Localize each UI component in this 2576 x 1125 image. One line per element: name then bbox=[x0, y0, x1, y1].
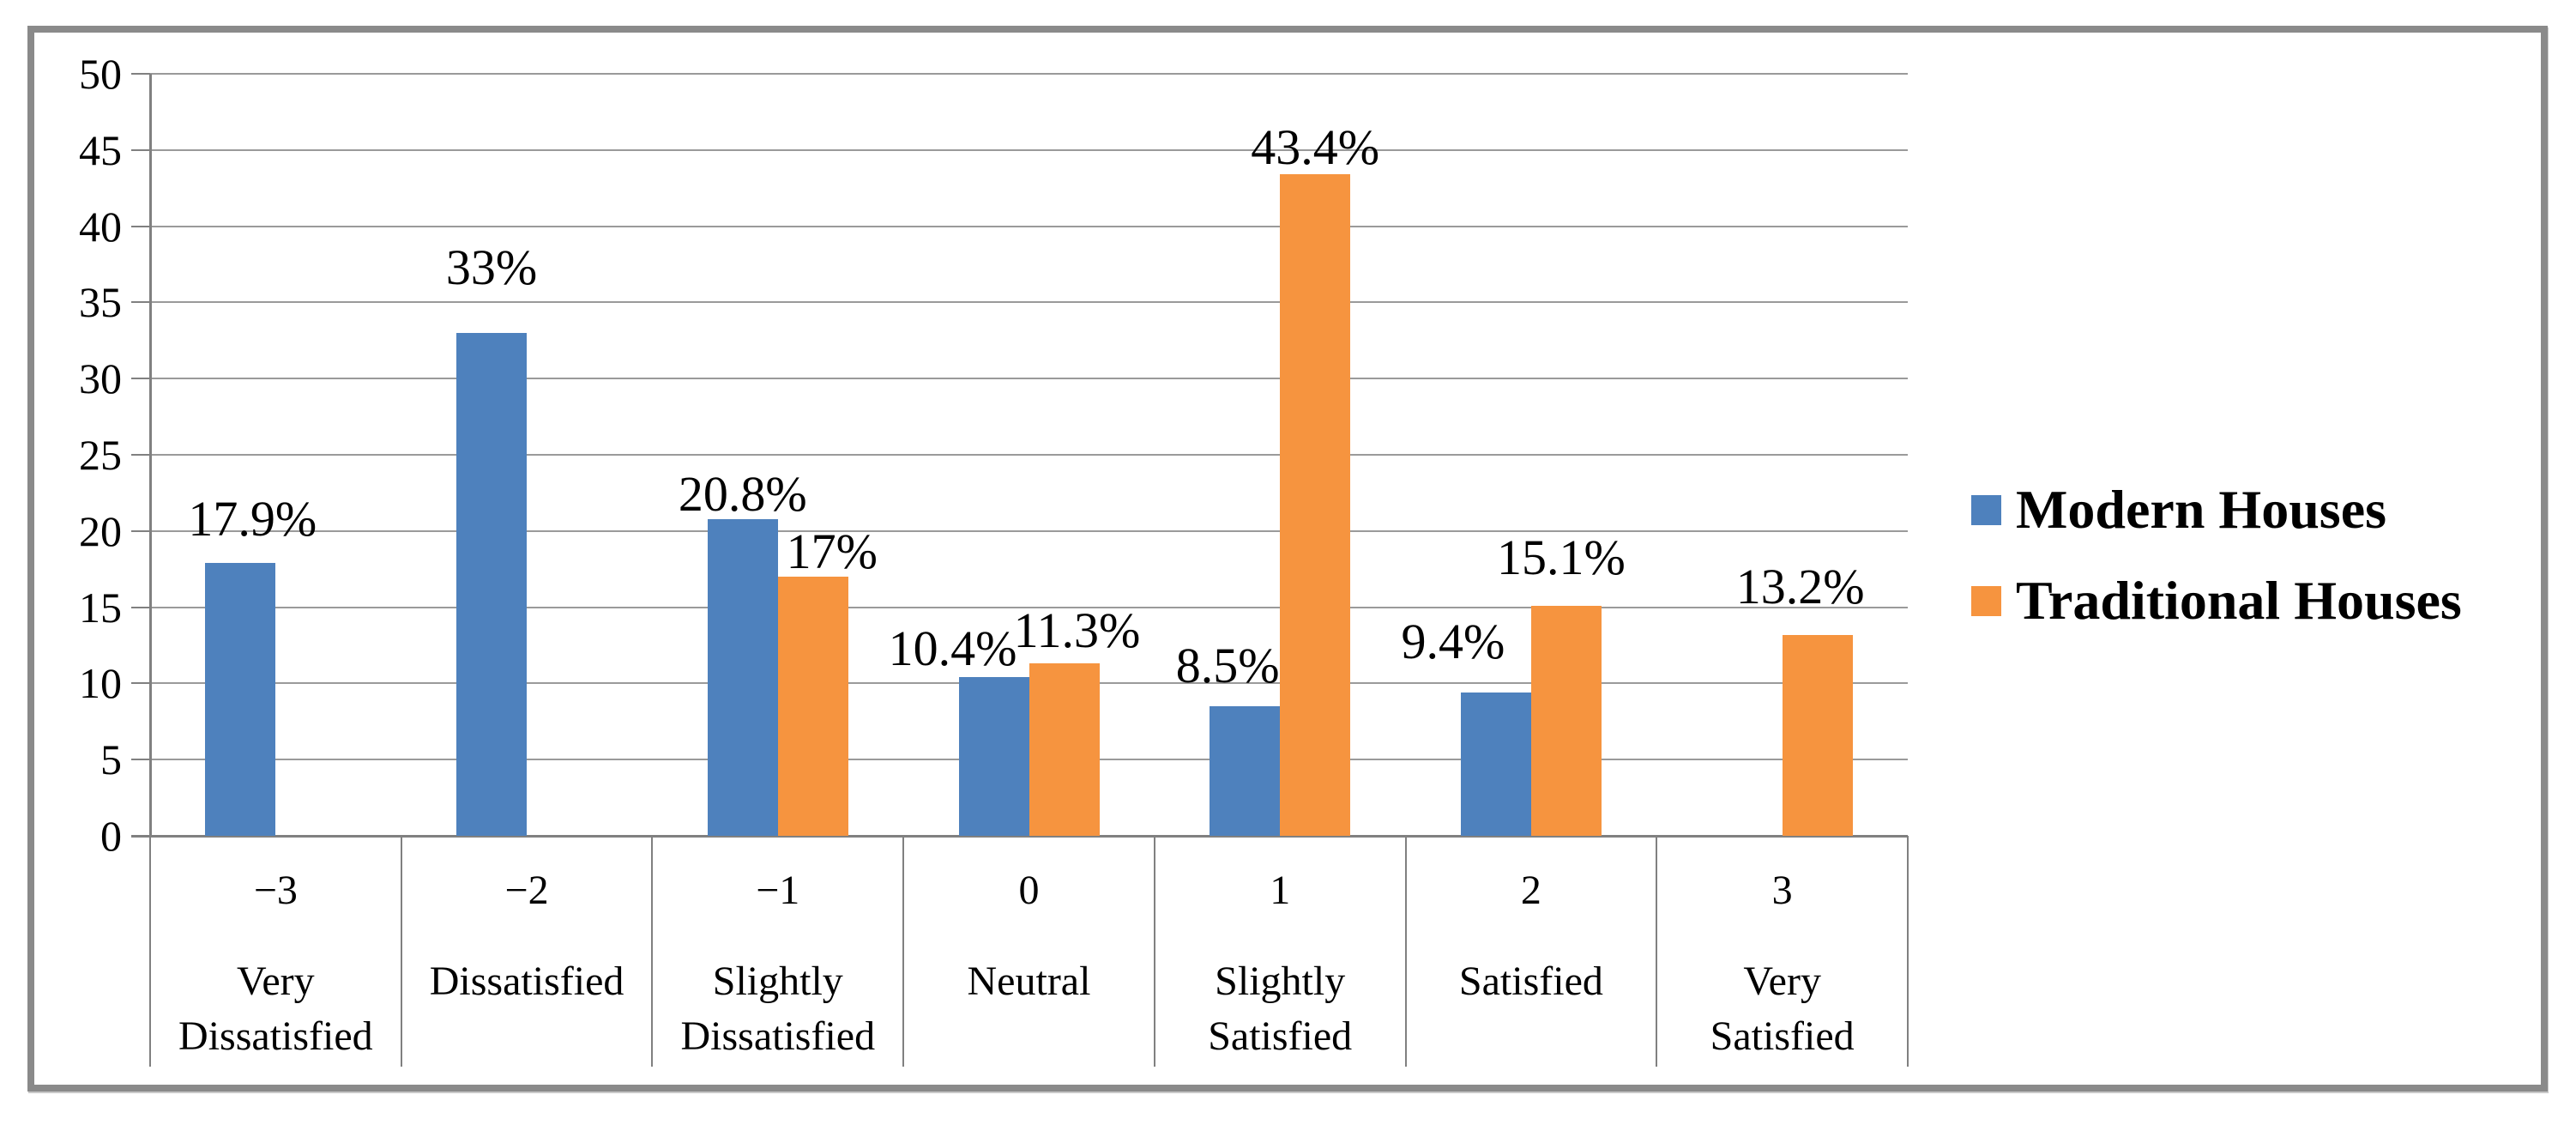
y-axis-tick bbox=[131, 606, 150, 608]
category-name-line: Dissatisfied bbox=[680, 1013, 876, 1059]
bar-data-label: 11.3% bbox=[1013, 602, 1141, 659]
bar-modern-houses bbox=[205, 563, 276, 836]
category-name-label: Very Dissatisfied bbox=[150, 954, 401, 1064]
legend: Modern Houses Traditional Houses bbox=[1971, 477, 2462, 659]
y-gridline bbox=[150, 378, 1908, 380]
y-axis-tick bbox=[131, 759, 150, 761]
bar-data-label: 17.9% bbox=[188, 491, 317, 547]
bar-traditional-houses bbox=[1029, 663, 1100, 836]
bar-traditional-houses bbox=[1530, 605, 1602, 836]
bar-traditional-houses bbox=[777, 577, 848, 836]
y-axis-tick bbox=[131, 454, 150, 456]
y-axis-tick-label: 25 bbox=[79, 431, 122, 479]
bar-data-label: 17% bbox=[786, 523, 878, 580]
y-gridline bbox=[150, 148, 1908, 151]
category-name-label: Slightly Satisfied bbox=[1155, 954, 1406, 1064]
y-axis-tick bbox=[131, 73, 150, 75]
y-axis-tick-label: 45 bbox=[79, 125, 122, 174]
y-gridline bbox=[150, 301, 1908, 304]
category-separator bbox=[400, 836, 402, 1067]
y-axis-tick bbox=[131, 225, 150, 227]
category-name-line: Very bbox=[237, 959, 315, 1004]
bar-data-label: 15.1% bbox=[1497, 529, 1626, 585]
legend-label: Modern Houses bbox=[2016, 479, 2386, 540]
bar-data-label: 33% bbox=[445, 239, 538, 295]
bar-modern-houses bbox=[456, 332, 528, 836]
bar-modern-houses bbox=[1210, 706, 1281, 836]
category-code-label: −3 bbox=[253, 868, 298, 913]
y-axis-tick-label: 35 bbox=[79, 278, 122, 327]
bar-data-label: 10.4% bbox=[888, 620, 1017, 677]
bar-data-label: 43.4% bbox=[1251, 119, 1380, 176]
y-axis-tick-label: 30 bbox=[79, 354, 122, 403]
category-name-line: Neutral bbox=[967, 959, 1091, 1004]
y-axis-line bbox=[149, 74, 152, 836]
y-gridline bbox=[150, 529, 1908, 532]
y-axis-tick-label: 5 bbox=[100, 735, 122, 784]
category-separator bbox=[1656, 836, 1658, 1067]
category-separator bbox=[902, 836, 905, 1067]
category-code-label: −1 bbox=[756, 868, 800, 913]
category-name-line: Slightly bbox=[712, 959, 843, 1004]
category-code-label: 1 bbox=[1270, 868, 1291, 913]
bar-traditional-houses bbox=[1280, 174, 1351, 836]
category-name-label: Slightly Dissatisfied bbox=[652, 954, 903, 1064]
y-gridline bbox=[150, 73, 1908, 75]
y-axis-tick-label: 40 bbox=[79, 202, 122, 251]
legend-swatch-icon bbox=[1971, 494, 2001, 525]
category-name-line: Satisfied bbox=[1208, 1013, 1353, 1059]
y-gridline bbox=[150, 225, 1908, 227]
y-axis-tick-label: 10 bbox=[79, 659, 122, 708]
category-name-label: Very Satisfied bbox=[1656, 954, 1908, 1064]
bar-data-label: 20.8% bbox=[678, 465, 807, 522]
bar-modern-houses bbox=[1460, 693, 1531, 836]
category-code-label: 3 bbox=[1771, 868, 1793, 913]
category-separator bbox=[149, 836, 151, 1067]
y-axis-tick bbox=[131, 301, 150, 304]
y-gridline bbox=[150, 606, 1908, 608]
category-name-label: Dissatisfied bbox=[401, 954, 653, 1009]
y-axis-tick bbox=[131, 378, 150, 380]
y-axis-tick bbox=[131, 529, 150, 532]
category-code-label: 2 bbox=[1520, 868, 1541, 913]
category-name-line: Dissatisfied bbox=[429, 959, 624, 1004]
y-gridline bbox=[150, 454, 1908, 456]
category-name-line: Dissatisfied bbox=[178, 1013, 373, 1059]
category-separator bbox=[1153, 836, 1155, 1067]
category-name-label: Neutral bbox=[903, 954, 1155, 1009]
y-axis-tick-label: 15 bbox=[79, 583, 122, 632]
x-axis-line bbox=[131, 835, 1908, 838]
legend-entry: Modern Houses bbox=[1971, 477, 2462, 542]
category-code-label: 0 bbox=[1018, 868, 1040, 913]
legend-entry: Traditional Houses bbox=[1971, 568, 2462, 633]
bar-data-label: 8.5% bbox=[1175, 638, 1280, 694]
category-separator bbox=[1404, 836, 1407, 1067]
category-name-line: Very bbox=[1743, 959, 1821, 1004]
bar-modern-houses bbox=[707, 518, 778, 836]
category-separator bbox=[1907, 836, 1909, 1067]
bar-data-label: 13.2% bbox=[1735, 558, 1865, 614]
y-axis-tick bbox=[131, 148, 150, 151]
category-name-line: Slightly bbox=[1215, 959, 1346, 1004]
category-name-line: Satisfied bbox=[1458, 959, 1603, 1004]
category-separator bbox=[651, 836, 654, 1067]
legend-label: Traditional Houses bbox=[2016, 570, 2462, 631]
y-axis-tick bbox=[131, 682, 150, 685]
y-axis-tick-label: 0 bbox=[100, 812, 122, 860]
bar-data-label: 9.4% bbox=[1401, 614, 1505, 670]
legend-swatch-icon bbox=[1971, 585, 2001, 616]
category-name-label: Satisfied bbox=[1406, 954, 1657, 1009]
y-axis-tick-label: 50 bbox=[79, 50, 122, 98]
y-axis-tick-label: 20 bbox=[79, 506, 122, 555]
category-code-label: −2 bbox=[504, 868, 549, 913]
category-name-line: Satisfied bbox=[1710, 1013, 1855, 1059]
bar-modern-houses bbox=[958, 677, 1029, 836]
bar-traditional-houses bbox=[1782, 634, 1853, 836]
